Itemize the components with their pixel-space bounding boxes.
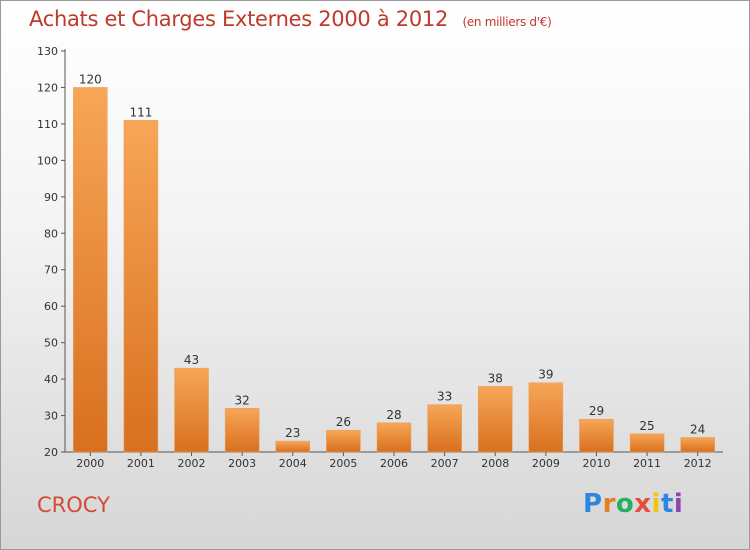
commune-name: CROCY <box>37 493 110 517</box>
data-label: 28 <box>386 408 401 422</box>
bar <box>528 382 564 453</box>
bar <box>326 429 361 453</box>
data-label: 24 <box>690 422 705 436</box>
y-tick-label: 100 <box>37 154 58 167</box>
x-tick-label: 2002 <box>178 457 206 470</box>
data-label: 120 <box>79 72 102 86</box>
bar <box>123 120 159 453</box>
axes: 20 30 40 50 60 70 80 90 100 110 120 130 2000 2001 2002… <box>37 45 723 470</box>
y-tick-label: 30 <box>44 410 58 423</box>
x-tick-label: 2003 <box>228 457 256 470</box>
x-tick-label: 2009 <box>532 457 560 470</box>
proxiti-logo: Proxiti <box>583 489 683 519</box>
bar <box>224 408 260 453</box>
logo-letter: o <box>615 489 635 519</box>
bar <box>376 422 412 453</box>
x-tick-label: 2011 <box>633 457 661 470</box>
data-label: 29 <box>589 404 604 418</box>
bars <box>73 87 715 453</box>
data-label: 26 <box>336 415 351 429</box>
bar <box>680 437 715 453</box>
y-tick-label: 80 <box>44 227 58 240</box>
logo-letter: i <box>673 489 684 519</box>
logo-letter: t <box>660 489 674 519</box>
y-tick-label: 50 <box>44 337 58 350</box>
x-tick-label: 2010 <box>582 457 610 470</box>
bar <box>629 433 665 453</box>
data-label: 23 <box>285 426 300 440</box>
x-tick-label: 2004 <box>279 457 307 470</box>
y-tick-label: 120 <box>37 81 58 94</box>
bar <box>579 418 614 453</box>
y-tick-label: 60 <box>44 300 58 313</box>
data-labels: 120 111 43 32 23 26 28 33 38 39 29 25 24 <box>79 72 705 440</box>
y-tick-label: 20 <box>44 446 58 459</box>
bar <box>427 404 462 453</box>
x-tick-label: 2005 <box>329 457 357 470</box>
data-label: 33 <box>437 390 452 404</box>
chart-subtitle: (en milliers d'€) <box>462 15 552 29</box>
data-label: 25 <box>639 419 654 433</box>
logo-letter: P <box>583 489 603 519</box>
bar <box>73 87 108 453</box>
chart-title: Achats et Charges Externes 2000 à 2012 <box>29 7 449 31</box>
x-tick-label: 2006 <box>380 457 408 470</box>
chart-title-block: Achats et Charges Externes 2000 à 2012 (… <box>29 7 552 31</box>
bar <box>477 386 513 453</box>
y-tick-label: 110 <box>37 118 58 131</box>
y-tick-label: 130 <box>37 45 58 58</box>
logo-letter: r <box>602 489 616 519</box>
y-tick-label: 40 <box>44 373 58 386</box>
data-label: 39 <box>538 368 553 382</box>
data-label: 43 <box>184 353 199 367</box>
x-tick-label: 2008 <box>481 457 509 470</box>
x-tick-label: 2012 <box>684 457 712 470</box>
data-label: 111 <box>129 105 152 119</box>
logo-letter: i <box>651 489 661 519</box>
data-label: 32 <box>235 393 250 407</box>
data-label: 38 <box>488 371 503 385</box>
x-tick-label: 2001 <box>127 457 155 470</box>
logo-letter: x <box>634 489 652 519</box>
bar <box>275 440 311 453</box>
x-tick-label: 2007 <box>431 457 459 470</box>
x-tick-label: 2000 <box>76 457 104 470</box>
y-tick-label: 70 <box>44 264 58 277</box>
y-tick-label: 90 <box>44 191 58 204</box>
bar <box>174 367 209 453</box>
